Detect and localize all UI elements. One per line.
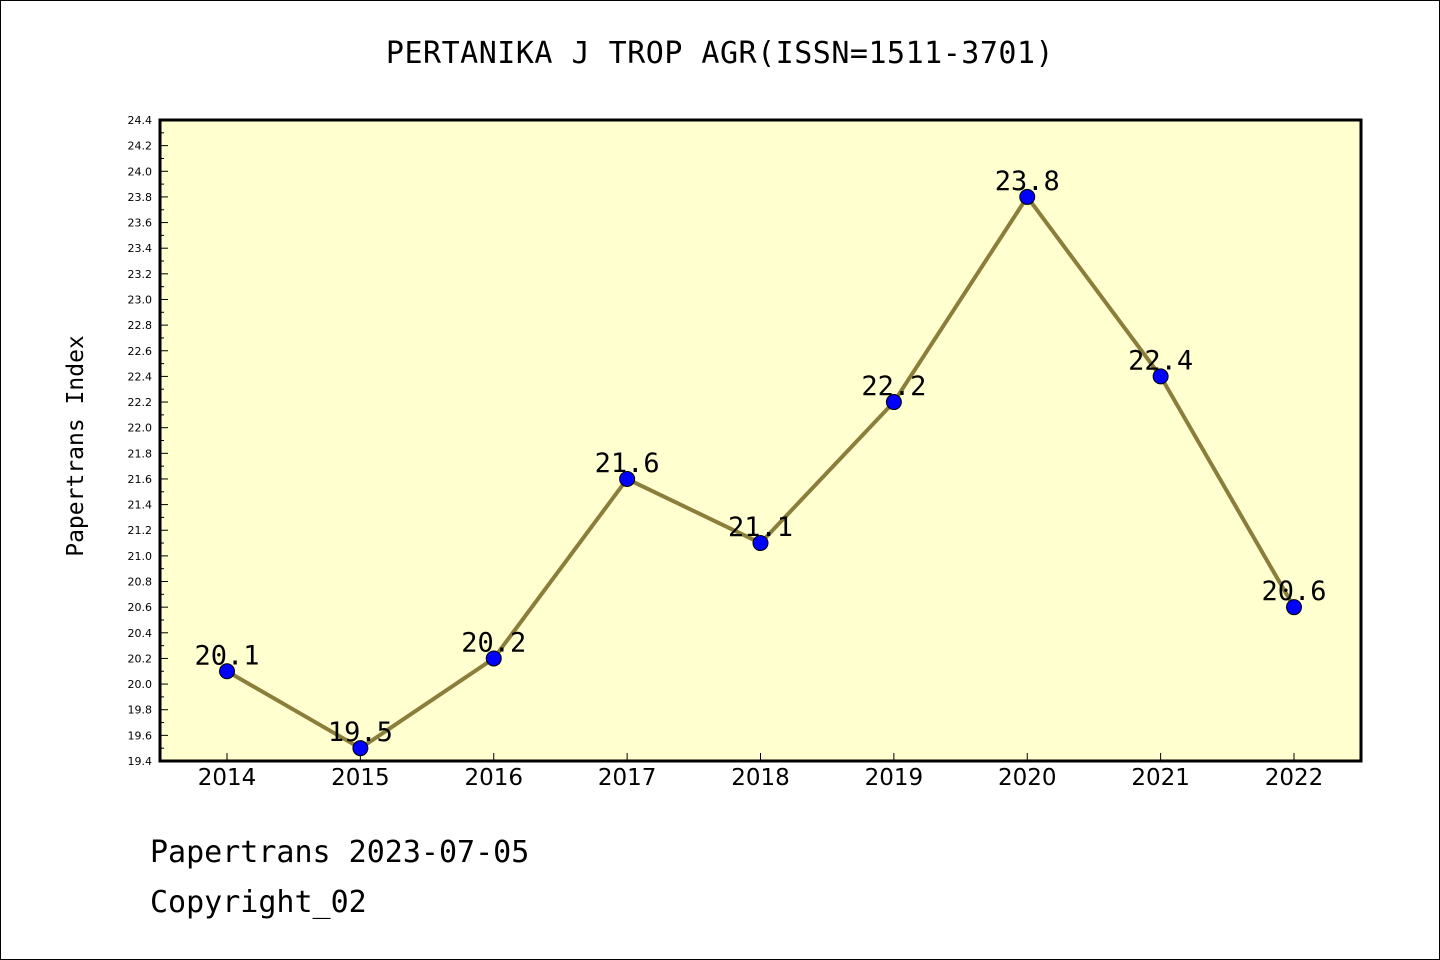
data-point <box>885 394 902 411</box>
data-point <box>619 470 636 487</box>
data-label: 22.4 <box>1128 345 1193 376</box>
chart-title: PERTANIKA J TROP AGR(ISSN=1511-3701) <box>385 36 1055 71</box>
x-tick-label: 2017 <box>598 765 657 791</box>
data-label: 20.6 <box>1261 576 1326 607</box>
x-tick-label: 2014 <box>198 765 257 791</box>
data-label: 23.8 <box>995 166 1060 197</box>
y-tick-label: 21.4 <box>128 499 153 512</box>
y-tick-label: 19.4 <box>128 755 153 768</box>
y-tick-label: 24.0 <box>128 165 153 178</box>
data-point <box>1152 368 1169 385</box>
y-tick-label: 22.4 <box>128 370 153 383</box>
y-tick-label: 19.6 <box>128 729 153 742</box>
y-tick-label: 21.0 <box>128 550 153 563</box>
y-tick-label: 20.0 <box>128 678 153 691</box>
y-tick-label: 22.6 <box>128 345 153 358</box>
y-tick-label: 24.4 <box>128 114 153 127</box>
y-tick-label: 24.2 <box>128 140 153 153</box>
y-tick-label: 22.2 <box>128 396 153 409</box>
y-tick-label: 23.0 <box>128 293 153 306</box>
y-tick-label: 22.0 <box>128 422 153 435</box>
y-tick-label: 23.6 <box>128 217 153 230</box>
y-tick-label: 19.8 <box>128 704 153 717</box>
x-tick-label: 2020 <box>998 765 1057 791</box>
y-tick-label: 23.8 <box>128 191 153 204</box>
x-tick-label: 2015 <box>331 765 390 791</box>
y-tick-label: 21.8 <box>128 447 153 460</box>
data-point <box>219 663 235 680</box>
data-point <box>1286 599 1302 616</box>
data-label: 21.6 <box>595 448 660 479</box>
y-tick-label: 20.4 <box>128 627 153 640</box>
data-label: 20.2 <box>461 627 526 658</box>
footer-copyright: Copyright_02 <box>150 885 367 920</box>
data-label: 19.5 <box>328 717 393 748</box>
y-tick-label: 21.2 <box>128 524 153 537</box>
y-tick-label: 23.4 <box>128 242 153 255</box>
data-label: 20.1 <box>194 640 259 671</box>
y-tick-label: 20.8 <box>128 576 153 589</box>
plot-area <box>160 120 1361 761</box>
x-tick-label: 2019 <box>865 765 924 791</box>
data-point <box>1019 188 1036 205</box>
y-tick-label: 20.6 <box>128 601 153 614</box>
y-tick-label: 21.6 <box>128 473 153 486</box>
data-label: 21.1 <box>728 512 793 543</box>
x-tick-label: 2021 <box>1131 765 1190 791</box>
data-label: 22.2 <box>861 371 926 402</box>
x-tick-label: 2018 <box>731 765 790 791</box>
x-tick-label: 2022 <box>1265 765 1324 791</box>
data-point <box>752 535 769 552</box>
x-tick-label: 2016 <box>464 765 523 791</box>
y-tick-label: 23.2 <box>128 268 153 281</box>
y-tick-label: 22.8 <box>128 319 153 332</box>
data-point <box>485 650 502 667</box>
data-point <box>352 740 369 757</box>
plot-border <box>158 118 1363 763</box>
y-tick-label: 20.2 <box>128 652 153 665</box>
footer-date: Papertrans 2023-07-05 <box>150 835 530 870</box>
